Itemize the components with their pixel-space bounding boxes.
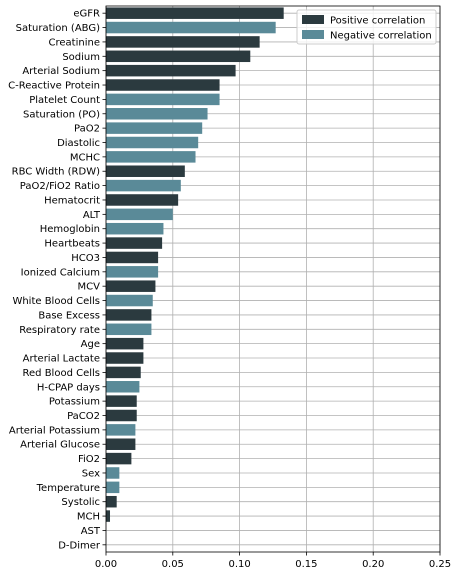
y-tick-label: Potassium: [49, 397, 100, 408]
y-tick-label: Respiratory rate: [19, 325, 100, 336]
bar: [106, 36, 260, 48]
bar: [106, 208, 173, 221]
y-tick-label: C-Reactive Protein: [8, 81, 100, 92]
y-tick-label: Red Blood Cells: [23, 368, 100, 379]
y-tick-label: AST: [81, 526, 101, 537]
x-tick-label: 0.15: [295, 559, 317, 570]
bar: [106, 266, 159, 278]
axes: eGFR Saturation (ABG) Creatinine Sodium Arte…: [8, 5, 451, 570]
y-tick-label: Diastolic: [57, 138, 100, 149]
x-tick-label: 0.10: [228, 559, 250, 570]
y-tick-label: Creatinine: [49, 37, 100, 48]
bar: [106, 467, 120, 479]
y-tick-label: PaO2: [74, 124, 100, 135]
y-tick-label: RBC Width (RDW): [12, 167, 100, 178]
y-tick-label: HCO3: [71, 253, 100, 264]
bar: [106, 179, 181, 192]
bar: [106, 194, 179, 206]
legend-label: Negative correlation: [330, 31, 432, 42]
bar: [106, 64, 236, 77]
legend-box: [296, 9, 437, 45]
bar: [106, 323, 152, 336]
y-tick-label: Temperature: [36, 483, 100, 494]
bar: [106, 366, 141, 379]
bar: [106, 165, 185, 177]
bar: [106, 495, 117, 508]
y-tick-label: Hemoglobin: [40, 224, 100, 235]
y-tick-label: ALT: [83, 210, 101, 221]
bar: [106, 237, 163, 249]
bar: [106, 452, 132, 465]
y-tick-label: Arterial Potassium: [9, 425, 100, 436]
y-tick-label: MCV: [78, 282, 101, 293]
axes-frame: [105, 5, 441, 553]
y-tick-label: PaO2/FiO2 Ratio: [20, 181, 100, 192]
x-tick-label: 0.00: [95, 559, 117, 570]
bars: [106, 7, 284, 522]
y-tick-label: Arterial Sodium: [22, 66, 100, 77]
legend-swatch: [302, 15, 324, 24]
bar: [106, 79, 220, 91]
legend-swatch: [302, 30, 324, 39]
bar: [106, 395, 137, 407]
y-tick-label: White Blood Cells: [12, 296, 100, 307]
bar: [106, 93, 220, 106]
bar: [106, 122, 203, 134]
y-tick-label: Platelet Count: [29, 95, 100, 106]
y-tick-label: Arterial Lactate: [23, 354, 100, 365]
bar: [106, 309, 152, 321]
y-tick-label: eGFR: [73, 9, 100, 20]
bar: [106, 7, 284, 19]
x-tick-label: 0.05: [162, 559, 184, 570]
bar: [106, 108, 208, 120]
x-tick-label: 0.25: [429, 559, 451, 570]
bar: [106, 337, 144, 350]
y-tick-label: Saturation (PO): [23, 109, 100, 120]
bar: [106, 409, 137, 422]
y-tick-label: Systolic: [61, 497, 100, 508]
bar: [106, 424, 136, 436]
bar: [106, 510, 111, 522]
bar: [106, 481, 120, 494]
bar: [106, 136, 199, 149]
legend-label: Positive correlation: [330, 16, 425, 27]
y-tick-label: Ionized Calcium: [21, 267, 100, 278]
y-tick-label: Hematocrit: [44, 195, 100, 206]
y-tick-label: H-CPAP days: [37, 382, 100, 393]
bar: [106, 21, 276, 34]
bar: [106, 151, 196, 163]
y-tick-label: D-Dimer: [58, 540, 101, 551]
bar: [106, 294, 153, 307]
bar: [106, 438, 136, 450]
y-tick-label: Saturation (ABG): [16, 23, 100, 34]
y-tick-label: MCH: [77, 512, 100, 523]
bar: [106, 251, 159, 264]
y-tick-label: Heartbeats: [44, 239, 100, 250]
bar: [106, 381, 140, 393]
y-tick-label: PaCO2: [67, 411, 100, 422]
bar: [106, 280, 156, 292]
bar: [106, 352, 144, 364]
y-tick-label: MCHC: [70, 152, 100, 163]
y-tick-label: Base Excess: [38, 310, 100, 321]
y-tick-label: Arterial Glucose: [20, 440, 100, 451]
legend: Positive correlation Negative correlation: [296, 9, 437, 45]
y-tick-label: Sex: [82, 468, 100, 479]
x-tick-label: 0.20: [362, 559, 384, 570]
y-tick-label: Sodium: [62, 52, 100, 63]
bar: [106, 50, 251, 63]
bar: [106, 222, 164, 235]
y-tick-label: FiO2: [78, 454, 100, 465]
y-tick-label: Age: [81, 339, 100, 350]
